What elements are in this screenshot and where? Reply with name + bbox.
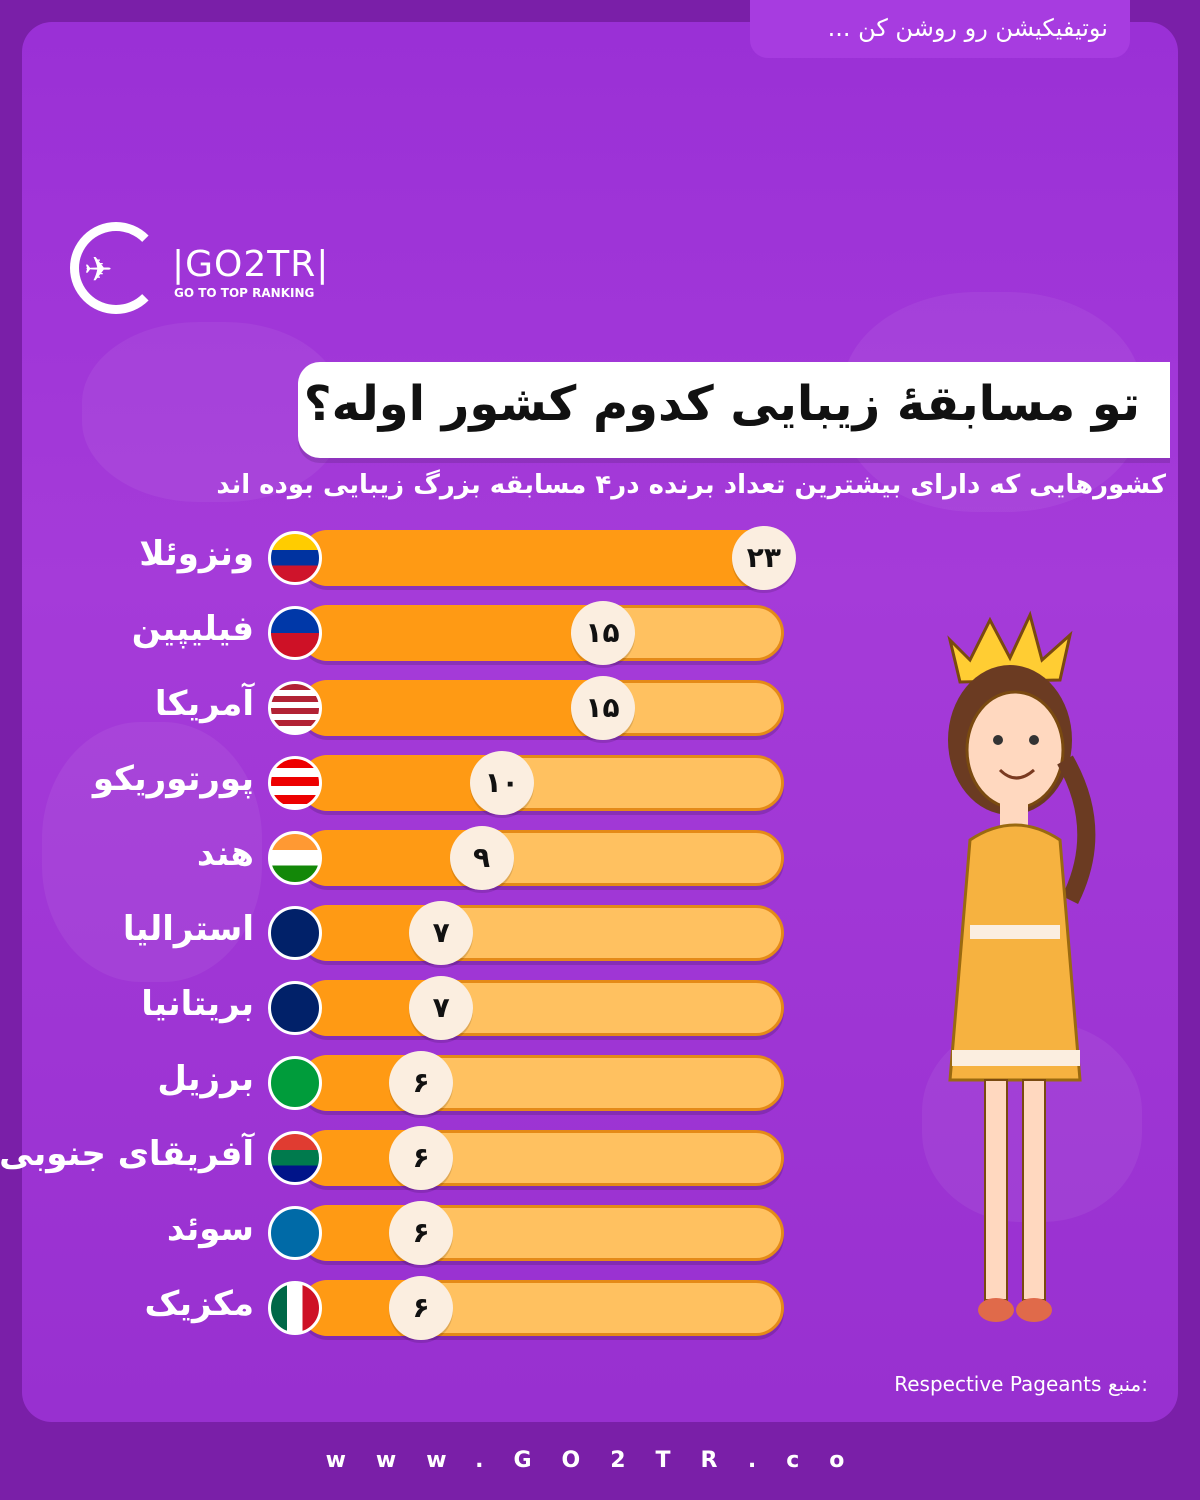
india-flag-icon <box>268 831 322 885</box>
category-label: پورتوریکو <box>92 759 254 799</box>
category-label: مکزیک <box>144 1284 254 1324</box>
category-label: هند <box>196 834 254 874</box>
logo-tagline: GO TO TOP RANKING <box>174 286 315 300</box>
bar-value-label: ۶ <box>389 1126 453 1190</box>
bar-value-label: ۱۰ <box>469 751 534 815</box>
airplane-icon: ✈ <box>84 250 113 290</box>
bar-value-label: ۷ <box>409 976 474 1040</box>
mexico-flag-icon <box>268 1281 322 1335</box>
usa-flag-icon <box>268 681 322 735</box>
bar-3 <box>300 755 502 811</box>
page-title: تو مسابقهٔ زیبایی کدوم کشور اوله؟ <box>303 376 1140 432</box>
source-label: منبع: <box>1107 1372 1148 1396</box>
bar-value-label: ۶ <box>389 1201 453 1265</box>
category-label: استرالیا <box>122 909 254 949</box>
venezuela-flag-icon <box>268 531 322 585</box>
puerto-rico-flag-icon <box>268 756 322 810</box>
category-label: آفریقای جنوبی <box>0 1134 254 1174</box>
bar-value-label: ۱۵ <box>570 676 635 740</box>
bar-value-label: ۶ <box>389 1276 453 1340</box>
beauty-queen-illustration <box>947 610 1096 1322</box>
source-note: Respective Pageants منبع: <box>894 1372 1148 1396</box>
uk-flag-icon <box>268 981 322 1035</box>
category-label: برزیل <box>157 1059 254 1099</box>
bar-0 <box>300 530 764 586</box>
category-label: آمریکا <box>154 684 254 724</box>
category-label: بریتانیا <box>141 984 254 1024</box>
brazil-flag-icon <box>268 1056 322 1110</box>
website-footer[interactable]: www.GO2TR.co <box>325 1448 875 1473</box>
source-value: Respective Pageants <box>894 1372 1102 1396</box>
bar-1 <box>300 605 603 661</box>
chart-subtitle: کشورهایی که دارای بیشترین تعداد برنده در… <box>216 470 1166 500</box>
category-label: فیلیپین <box>131 609 254 649</box>
title-banner: تو مسابقهٔ زیبایی کدوم کشور اوله؟ <box>298 362 1170 458</box>
logo-ring-icon <box>70 222 162 314</box>
bar-value-label: ۶ <box>389 1051 453 1115</box>
notification-tab[interactable]: نوتیفیکیشن رو روشن کن ... <box>750 0 1130 58</box>
south-africa-flag-icon <box>268 1131 322 1185</box>
category-label: سوئد <box>166 1209 254 1249</box>
world-map-shape <box>42 722 262 982</box>
australia-flag-icon <box>268 906 322 960</box>
bar-2 <box>300 680 603 736</box>
bar-value-label: ۷ <box>409 901 474 965</box>
sweden-flag-icon <box>268 1206 322 1260</box>
category-label: ونزوئلا <box>139 534 254 574</box>
go2tr-logo: ✈ |GO2TR| GO TO TOP RANKING <box>70 222 330 322</box>
logo-brand: |GO2TR| <box>172 244 330 285</box>
bar-value-label: ۱۵ <box>570 601 635 665</box>
bar-value-label: ۹ <box>449 826 514 890</box>
bar-value-label: ۲۳ <box>731 526 796 590</box>
philippines-flag-icon <box>268 606 322 660</box>
